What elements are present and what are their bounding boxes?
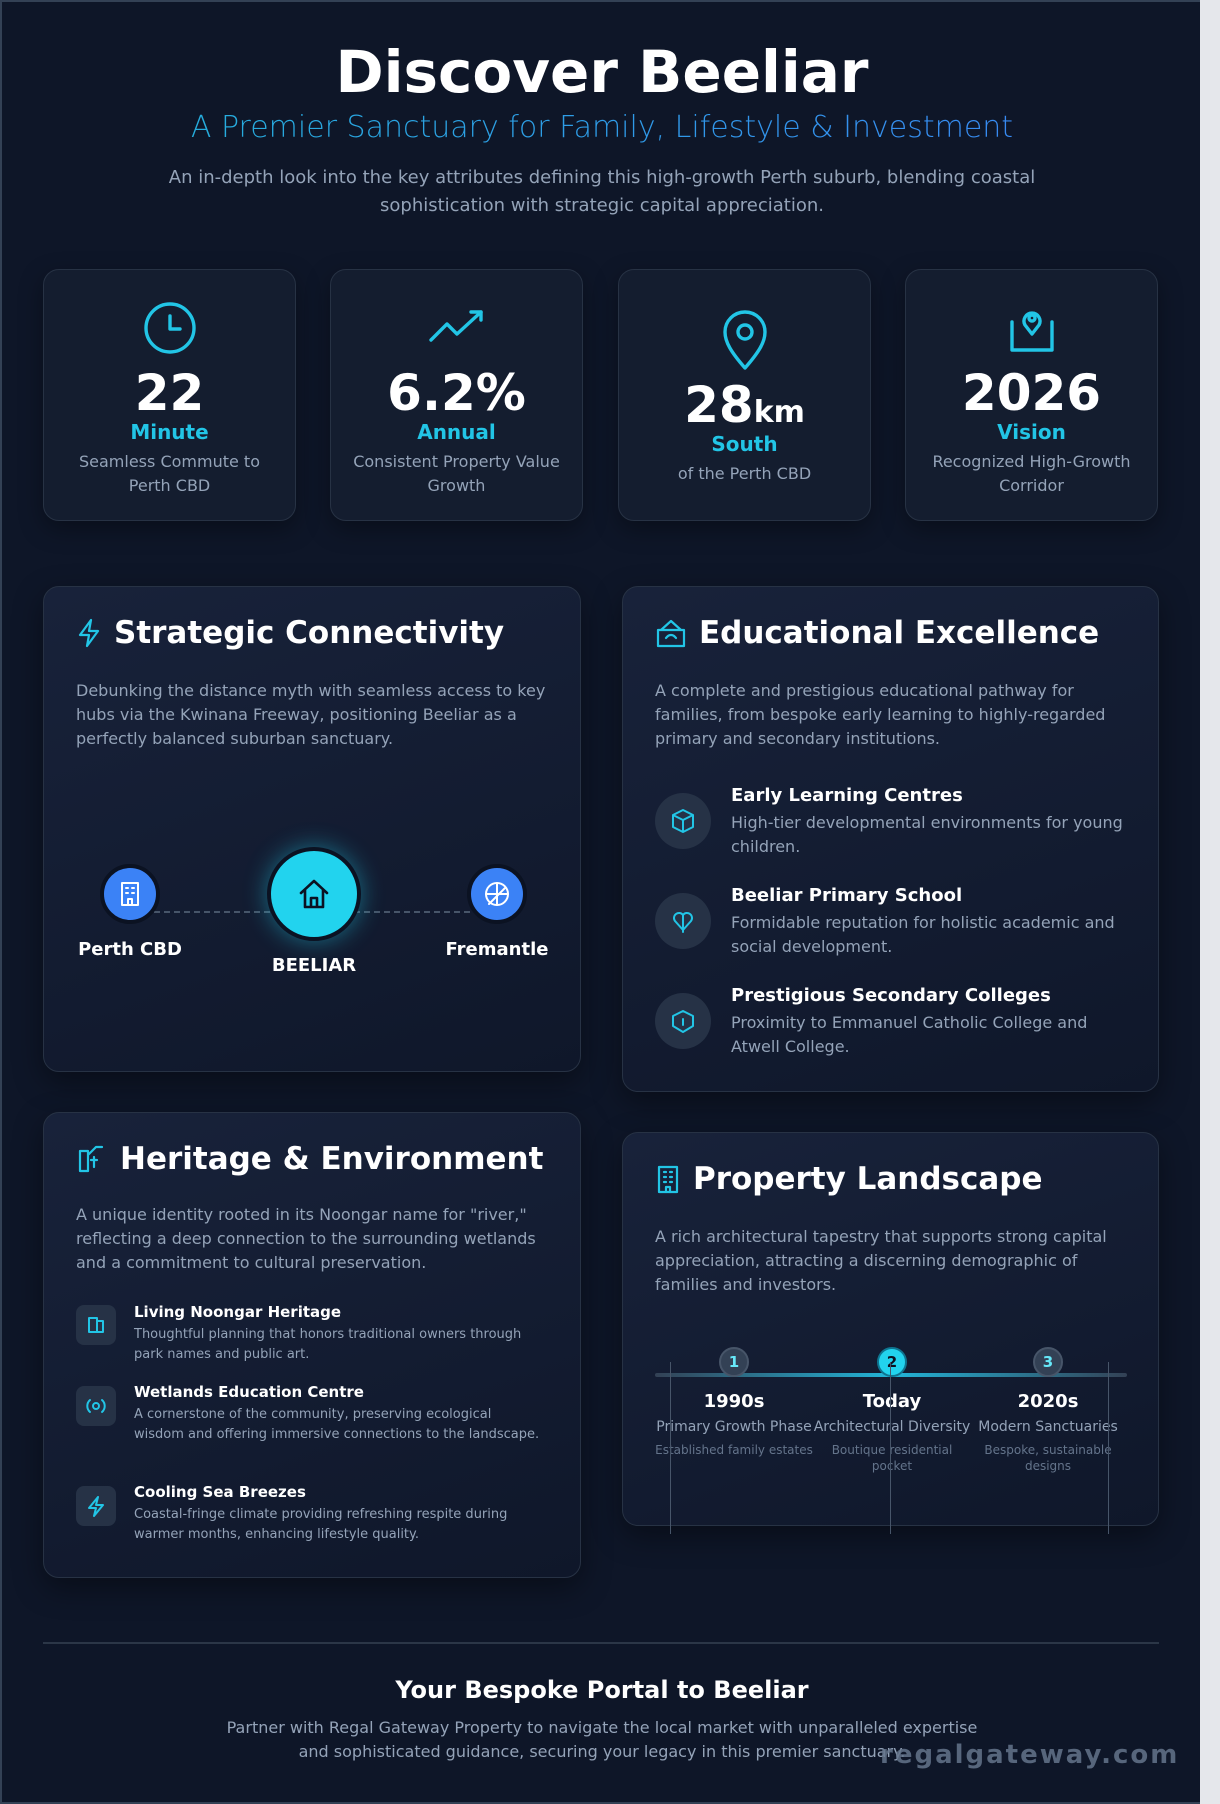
card-title: Educational Excellence xyxy=(699,615,1100,651)
stat-value: 2026 xyxy=(961,364,1102,422)
globe-icon xyxy=(485,882,509,906)
stat-text: Recognized High-Growth Corridor xyxy=(932,452,1131,495)
education-card: Educational Excellence A complete and pr… xyxy=(622,586,1159,1092)
card-body: A unique identity rooted in its Noongar … xyxy=(76,1205,536,1272)
timeline-item: Today Architectural Diversity Boutique res… xyxy=(812,1391,972,1474)
timeline-era: 2020s xyxy=(1017,1391,1079,1412)
timeline-label: Modern Sanctuaries xyxy=(978,1419,1118,1435)
stat-value: 28km xyxy=(619,376,870,434)
watermark: regalgateway.com xyxy=(880,1740,1180,1770)
item-desc: Formidable reputation for holistic acade… xyxy=(731,913,1115,956)
item-desc: Thoughtful planning that honors traditio… xyxy=(134,1327,522,1362)
timeline-era: Today xyxy=(862,1391,922,1412)
timeline-era: 1990s xyxy=(703,1391,765,1412)
school-icon xyxy=(656,619,686,648)
timeline-item: 1990s Primary Growth Phase Established fam… xyxy=(654,1391,814,1458)
cube-icon xyxy=(655,793,711,849)
stat-label: Vision xyxy=(997,420,1066,444)
hand-coin-icon xyxy=(78,1145,104,1173)
timeline-label: Architectural Diversity xyxy=(813,1419,971,1435)
timeline-note: Established family estates xyxy=(655,1443,813,1457)
stat-text: Consistent Property Value Growth xyxy=(353,452,560,495)
clock-icon xyxy=(143,302,196,354)
stat-label: South xyxy=(711,432,778,456)
timeline-item: 2020s Modern Sanctuaries Bespoke, sustaina… xyxy=(968,1391,1128,1474)
page-description: An in-depth look into the key attributes… xyxy=(168,167,1036,216)
item-title: Living Noongar Heritage xyxy=(134,1303,342,1321)
item-desc: Coastal-fringe climate providing refresh… xyxy=(134,1507,508,1542)
stat-label: Annual xyxy=(417,420,496,444)
card-body: Debunking the distance myth with seamles… xyxy=(76,681,546,748)
node-label: BEELIAR xyxy=(271,955,357,976)
node-beeliar xyxy=(267,847,361,941)
location-inbox-icon xyxy=(1009,311,1054,352)
map-pin-icon xyxy=(722,310,767,370)
timeline-note: Bespoke, sustainable designs xyxy=(984,1443,1112,1473)
timeline-marker: 1 xyxy=(719,1347,749,1377)
stat-text: Seamless Commute to Perth CBD xyxy=(79,452,260,495)
stat-text: of the Perth CBD xyxy=(677,464,812,483)
stat-card-distance: 28km South of the Perth CBD xyxy=(618,269,871,521)
timeline-marker: 3 xyxy=(1033,1347,1063,1377)
item-title: Beeliar Primary School xyxy=(731,885,963,906)
item-title: Early Learning Centres xyxy=(731,785,963,806)
timeline-divider xyxy=(1108,1362,1109,1534)
stat-card-growth: 6.2% Annual Consistent Property Value Gr… xyxy=(330,269,583,521)
card-header: Strategic Connectivity xyxy=(76,615,504,651)
heritage-card: Heritage & Environment A unique identity… xyxy=(43,1112,581,1578)
timeline-divider xyxy=(890,1362,891,1534)
timeline-note: Boutique residential pocket xyxy=(831,1443,953,1473)
card-body: A complete and prestigious educational p… xyxy=(655,681,1106,748)
heart-hand-icon xyxy=(655,893,711,949)
card-header: Heritage & Environment xyxy=(76,1141,543,1177)
footer-divider xyxy=(43,1642,1159,1644)
node-label: Perth CBD xyxy=(78,939,182,960)
card-title: Property Landscape xyxy=(693,1161,1043,1197)
lightning-icon xyxy=(76,1486,116,1526)
node-perth-cbd xyxy=(100,864,160,924)
graduation-icon xyxy=(655,993,711,1049)
stat-value: 22 xyxy=(134,364,205,422)
building-icon xyxy=(121,882,139,906)
item-title: Cooling Sea Breezes xyxy=(134,1483,306,1501)
connectivity-card: Strategic Connectivity Debunking the dis… xyxy=(43,586,581,1072)
card-title: Heritage & Environment xyxy=(120,1141,544,1177)
footer-text: Partner with Regal Gateway Property to n… xyxy=(226,1718,978,1761)
book-icon xyxy=(76,1305,116,1345)
stat-label: Minute xyxy=(130,420,209,444)
card-title: Strategic Connectivity xyxy=(114,615,505,651)
item-desc: Proximity to Emmanuel Catholic College a… xyxy=(731,1013,1088,1056)
building-icon xyxy=(657,1165,679,1194)
card-header: Property Landscape xyxy=(655,1161,1043,1197)
page-title: Discover Beeliar xyxy=(335,38,869,106)
trending-up-icon xyxy=(428,310,483,342)
broadcast-icon xyxy=(76,1386,116,1426)
item-desc: High-tier developmental environments for… xyxy=(731,813,1123,856)
item-desc: A cornerstone of the community, preservi… xyxy=(134,1407,540,1442)
property-card: Property Landscape A rich architectural … xyxy=(622,1132,1159,1526)
item-title: Prestigious Secondary Colleges xyxy=(731,985,1051,1006)
item-title: Wetlands Education Centre xyxy=(134,1383,364,1401)
card-body: A rich architectural tapestry that suppo… xyxy=(655,1227,1107,1294)
node-label: Fremantle xyxy=(445,939,549,960)
timeline-marker-active: 2 xyxy=(877,1347,907,1377)
page-subtitle: A Premier Sanctuary for Family, Lifestyl… xyxy=(2,110,1202,145)
home-icon xyxy=(299,879,329,909)
stat-number: 28 xyxy=(684,376,754,434)
stat-card-vision: 2026 Vision Recognized High-Growth Corri… xyxy=(905,269,1158,521)
stat-unit: km xyxy=(753,395,805,430)
stat-value: 6.2% xyxy=(387,364,526,422)
stat-card-commute: 22 Minute Seamless Commute to Perth CBD xyxy=(43,269,296,521)
card-header: Educational Excellence xyxy=(655,615,1099,651)
timeline-label: Primary Growth Phase xyxy=(656,1419,812,1435)
node-fremantle xyxy=(467,864,527,924)
footer-title: Your Bespoke Portal to Beeliar xyxy=(395,1676,809,1704)
lightning-icon xyxy=(78,618,100,648)
timeline-divider xyxy=(670,1362,671,1534)
